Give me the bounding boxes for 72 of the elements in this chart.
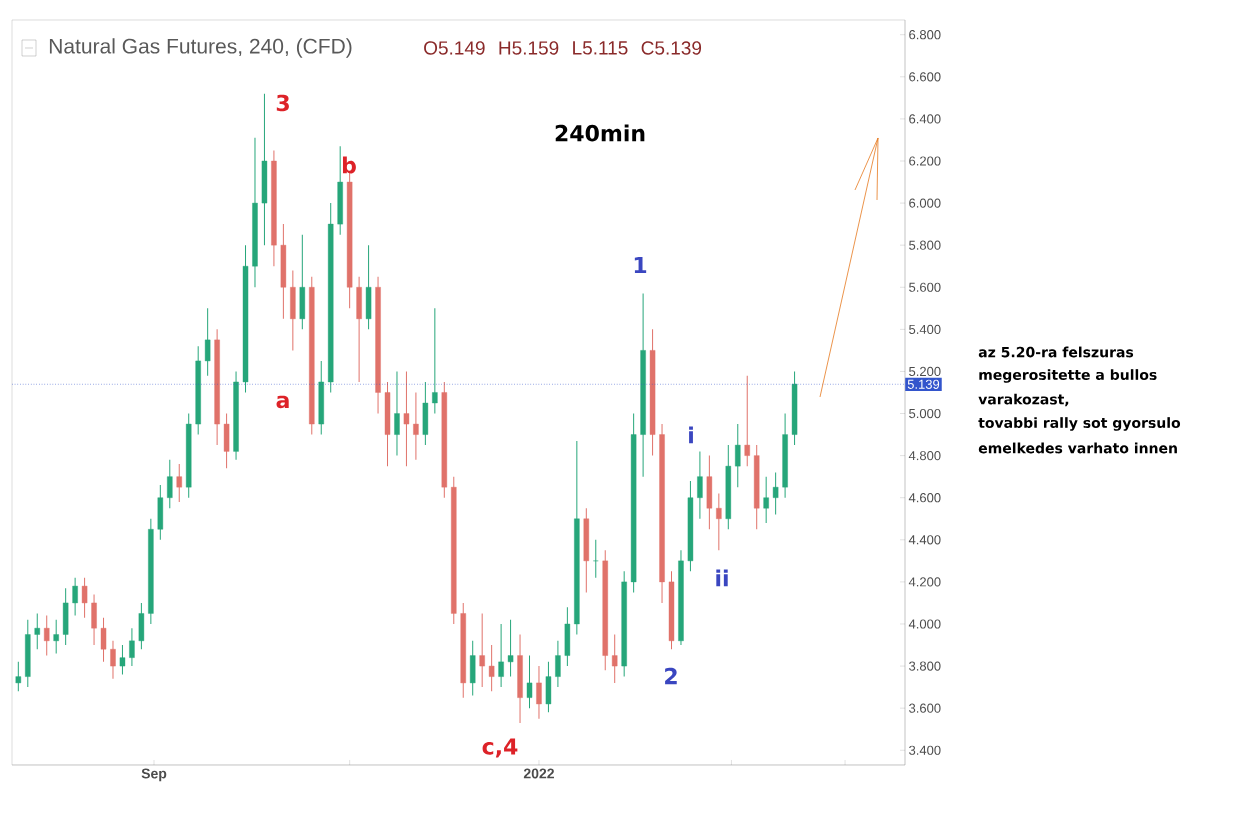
candlestick: [15, 661, 22, 692]
y-tick-label: 5.000: [909, 408, 941, 419]
y-tick-label: 3.800: [909, 661, 941, 671]
candlestick: [167, 459, 173, 509]
candlestick: [403, 370, 410, 467]
candlestick: [129, 627, 135, 667]
y-tick-label: 4.400: [908, 535, 941, 545]
candlestick: [488, 644, 495, 692]
y-tick-label: 4.800: [908, 451, 941, 461]
candlestick: [176, 463, 182, 503]
candlestick: [81, 577, 88, 619]
candlestick: [394, 370, 400, 457]
annotation: 240min: [555, 124, 645, 142]
x-tick-label: Sep: [141, 768, 167, 782]
candlestick: [716, 493, 722, 551]
y-tick-label: 4.600: [908, 493, 941, 503]
candlestick: [432, 307, 438, 415]
candlestick: [479, 612, 485, 688]
annotation: i: [689, 426, 693, 444]
text: Natural Gas Futures, 240, (CFD): [49, 38, 352, 58]
candlestick: [498, 623, 504, 688]
y-tick-label: 6.800: [909, 30, 941, 40]
y-tick-label: 5.400: [909, 324, 941, 334]
annotation: ii: [716, 569, 728, 587]
candlestick: [413, 391, 419, 461]
candlestick: [697, 450, 703, 520]
text: tovabbi rally sot gyorsulo: [978, 417, 1181, 431]
candlestick: [100, 617, 107, 663]
candlestick: [526, 655, 533, 709]
annotation: L5.115: [573, 41, 628, 55]
text: emelkedes varhato innen: [978, 442, 1177, 454]
text: varakozast,: [978, 393, 1069, 407]
y-tick-label: 5.800: [909, 240, 941, 250]
text: az 5.20-ra felszuras: [978, 346, 1134, 358]
candlestick: [735, 423, 741, 488]
y-tick-label: 6.200: [909, 156, 941, 166]
candlestick: [53, 619, 59, 654]
candlestick: [44, 615, 50, 657]
y-tick-label: 6.400: [909, 114, 941, 124]
candlestick: [34, 612, 40, 650]
candlestick: [555, 640, 561, 688]
annotation: a: [276, 395, 289, 409]
y-tick-label: 3.400: [909, 745, 941, 755]
candlestick: [611, 634, 618, 684]
candlestick: [763, 476, 769, 524]
annotation: O5.149: [424, 41, 485, 55]
annotation: H5.159: [499, 41, 559, 55]
y-tick-label: 4.200: [908, 577, 941, 587]
candlestick: [72, 577, 78, 617]
candlestick: [593, 539, 599, 579]
y-tick-label: 4.000: [908, 619, 941, 629]
y-tick-label: 3.600: [909, 703, 941, 713]
candlestick: [110, 640, 116, 680]
y-tick-label: 6.000: [909, 198, 941, 208]
x-tick-label: 2022: [523, 768, 554, 779]
y-tick-label: 6.600: [909, 72, 941, 82]
candlestick: [536, 665, 542, 720]
ref-line-label: 5.139: [907, 379, 940, 389]
candlestick: [772, 471, 779, 516]
annotation: b: [342, 156, 356, 174]
candlestick: [744, 375, 750, 467]
annotation: 2: [665, 667, 677, 685]
annotation: 1: [634, 256, 647, 273]
annotation: C5.139: [641, 41, 702, 55]
candlestick: [119, 644, 126, 675]
y-tick-label: 5.600: [909, 282, 941, 292]
y-tick-label: 5.200: [909, 366, 941, 377]
candlestick: [507, 619, 514, 678]
annotation: 3: [276, 94, 289, 112]
annotation: c,4: [482, 738, 518, 758]
text: megerositette a bullos: [979, 369, 1157, 383]
candlestick: [204, 307, 211, 377]
